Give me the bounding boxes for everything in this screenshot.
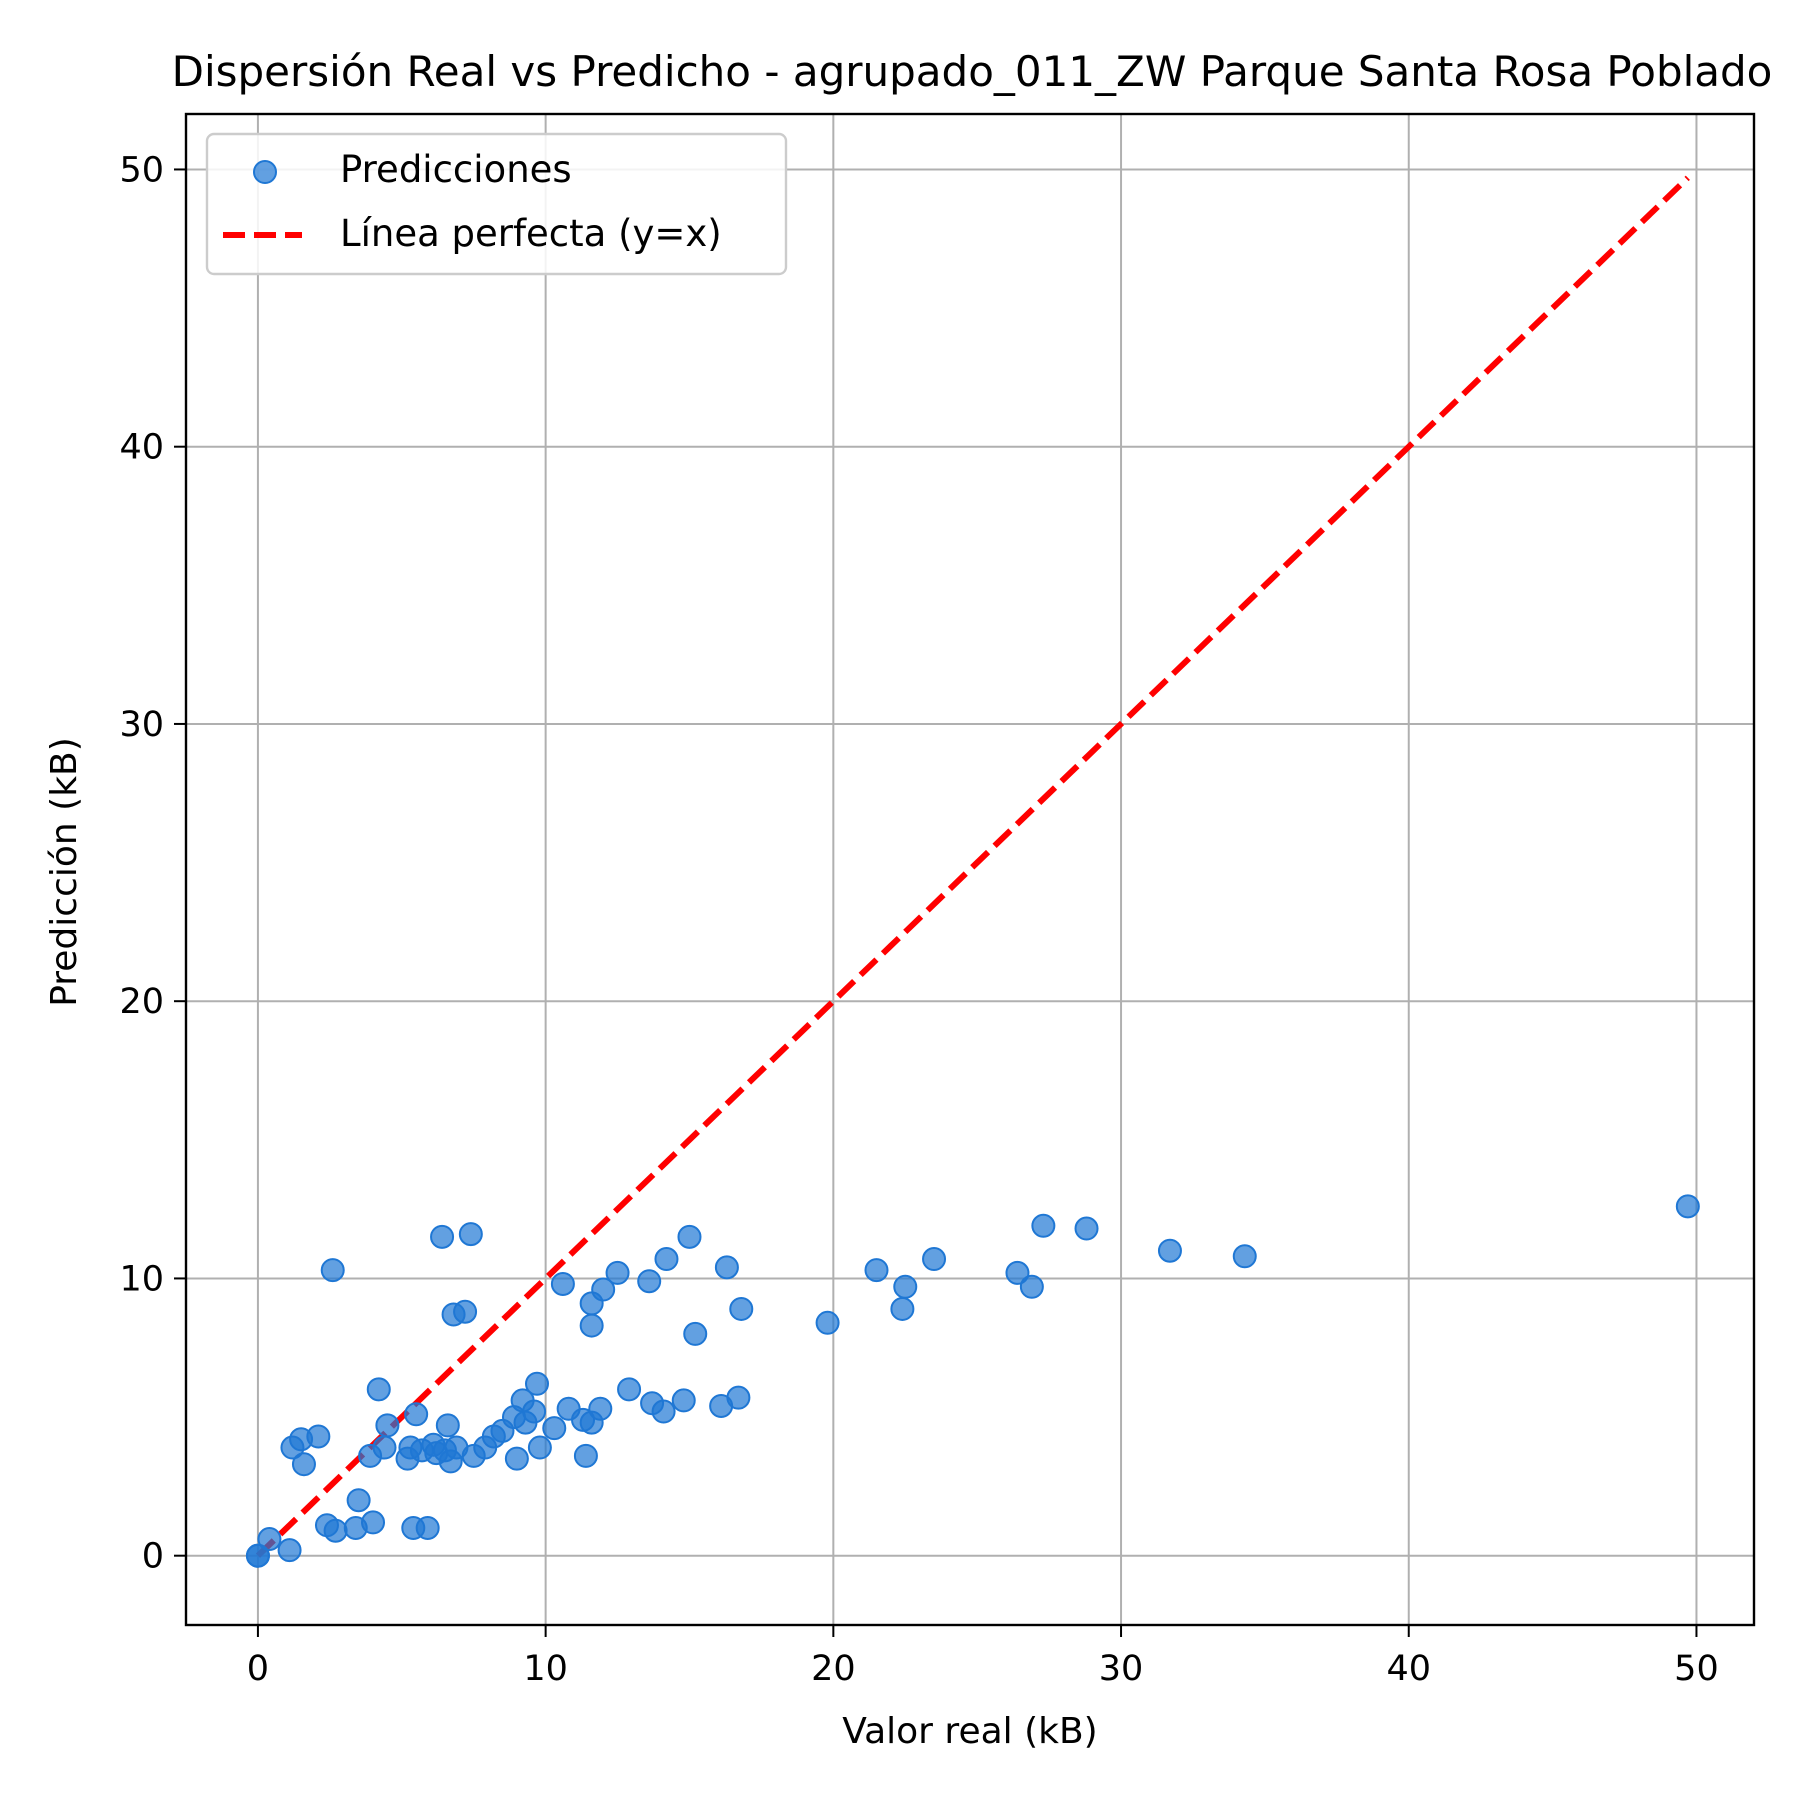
scatter-point [277, 1538, 302, 1563]
scatter-point [637, 1269, 662, 1294]
scatter-point [404, 1402, 429, 1427]
x-axis-label: Valor real (kB) [842, 1711, 1097, 1752]
scatter-point [1157, 1238, 1182, 1263]
scatter-point [605, 1260, 630, 1285]
scatter-point [683, 1321, 708, 1346]
x-tick-label: 30 [1099, 1649, 1144, 1689]
scatter-point [864, 1258, 889, 1283]
y-tick-label: 50 [119, 150, 164, 190]
scatter-point [257, 1527, 282, 1552]
scatter-point [320, 1258, 345, 1283]
scatter-point [1005, 1260, 1030, 1285]
scatter-point [346, 1488, 371, 1513]
scatter-point [1031, 1213, 1056, 1238]
perfect-fit-line [255, 175, 1690, 1558]
y-tick-label: 30 [119, 705, 164, 745]
scatter-point [323, 1518, 348, 1543]
scatter-point [617, 1377, 642, 1402]
scatter-point [677, 1224, 702, 1249]
x-axis-ticks: 0 10 20 30 40 50 [247, 1625, 1719, 1689]
scatter-point [372, 1435, 397, 1460]
x-tick-label: 0 [247, 1649, 269, 1689]
scatter-point [815, 1310, 840, 1335]
legend-label-linea-perfecta: Línea perfecta (y=x) [340, 212, 722, 255]
scatter-point [291, 1452, 316, 1477]
plot-line-layer [255, 175, 1690, 1558]
scatter-point [1675, 1194, 1700, 1219]
x-tick-label: 50 [1674, 1649, 1719, 1689]
legend: Predicciones Línea perfecta (y=x) [205, 132, 788, 276]
scatter-point [245, 1543, 270, 1568]
scatter-point [375, 1413, 400, 1438]
scatter-point [573, 1443, 598, 1468]
scatter-point [1232, 1244, 1257, 1269]
scatter-point [893, 1274, 918, 1299]
scatter-point [415, 1515, 440, 1540]
scatter-point [542, 1416, 567, 1441]
x-tick-label: 40 [1386, 1649, 1431, 1689]
scatter-point [522, 1399, 547, 1424]
scatter-point [671, 1388, 696, 1413]
scatter-point [922, 1247, 947, 1272]
y-tick-label: 10 [119, 1259, 164, 1299]
legend-box [205, 132, 788, 276]
y-axis-label: Predicción (kB) [44, 737, 85, 1007]
scatter-point [654, 1247, 679, 1272]
scatter-point [1074, 1216, 1099, 1241]
scatter-point [366, 1377, 391, 1402]
scatter-point [504, 1446, 529, 1471]
scatter-point [525, 1371, 550, 1396]
scatter-point [651, 1399, 676, 1424]
plot-area-frame [184, 112, 1756, 1627]
x-tick-label: 20 [811, 1649, 856, 1689]
x-tick-label: 10 [523, 1649, 568, 1689]
scatter-point [729, 1296, 754, 1321]
scatter-point [726, 1385, 751, 1410]
y-tick-label: 20 [119, 982, 164, 1022]
scatter-point [890, 1296, 915, 1321]
scatter-points-layer [245, 1194, 1700, 1568]
scatter-point [361, 1510, 386, 1535]
scatter-point [714, 1255, 739, 1280]
legend-label-predicciones: Predicciones [340, 148, 572, 191]
scatter-point [458, 1222, 483, 1247]
y-tick-label: 40 [119, 428, 164, 468]
scatter-point [527, 1435, 552, 1460]
chart-title: Dispersión Real vs Predicho - agrupado_0… [172, 47, 1773, 96]
scatter-point [591, 1277, 616, 1302]
scatter-point [435, 1413, 460, 1438]
scatter-point [430, 1224, 455, 1249]
grid [186, 114, 1754, 1625]
scatter-point [453, 1299, 478, 1324]
y-axis-ticks: 0 10 20 30 40 50 [119, 150, 186, 1577]
scatter-point [579, 1313, 604, 1338]
legend-marker-predicciones [253, 160, 277, 184]
scatter-point [1019, 1274, 1044, 1299]
scatter-point [306, 1424, 331, 1449]
y-tick-label: 0 [142, 1537, 164, 1577]
scatter-point [550, 1271, 575, 1296]
scatter-point [588, 1396, 613, 1421]
